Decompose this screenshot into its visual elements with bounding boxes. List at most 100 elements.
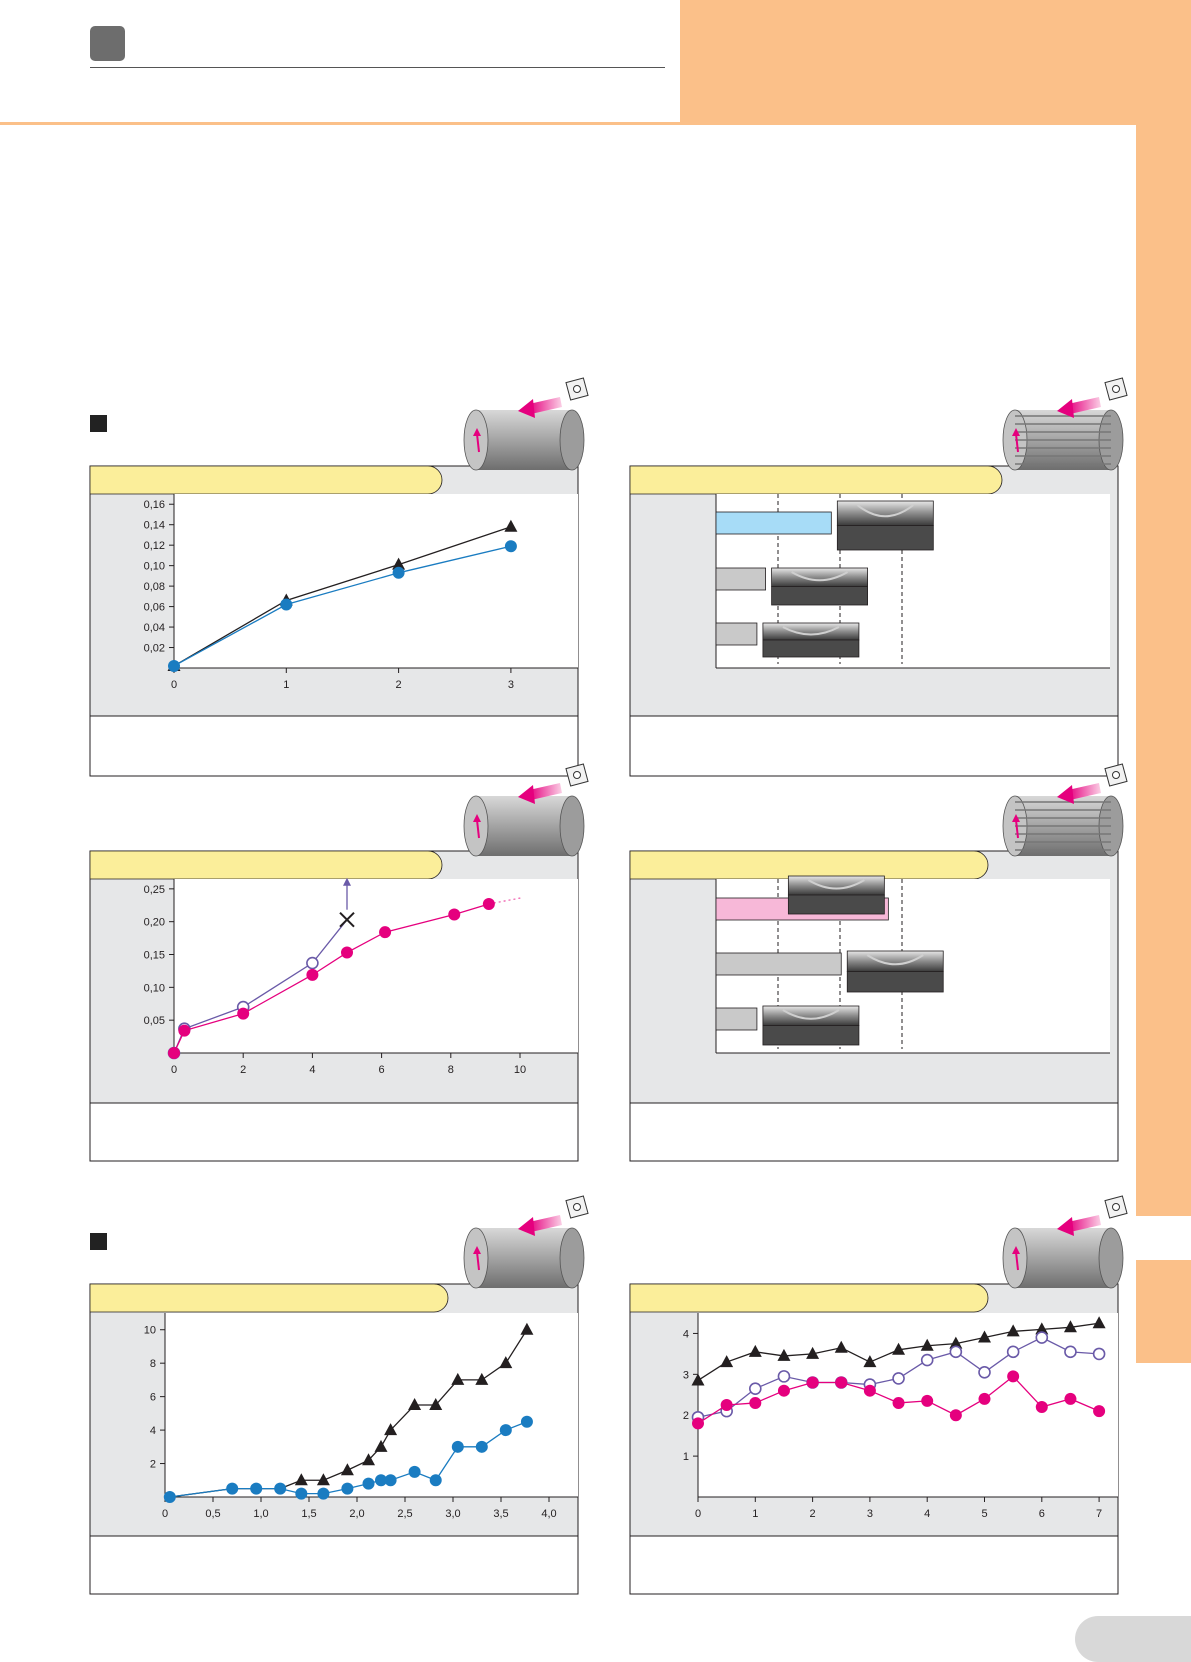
- workpiece-cylinder-icon: [1002, 1195, 1128, 1289]
- page-number-pill: [1075, 1616, 1191, 1662]
- rotation-arrowhead-icon: [1012, 428, 1020, 436]
- cylinder-face: [463, 1227, 489, 1289]
- insert-hole-icon: [1112, 771, 1120, 779]
- title-band: [629, 465, 1003, 495]
- side-chapter-tab: [1136, 1260, 1191, 1363]
- x-tick-label: 1,0: [253, 1508, 268, 1520]
- data-point-circle: [499, 1424, 512, 1437]
- data-point-circle: [250, 1482, 263, 1495]
- data-point-triangle: [294, 1473, 308, 1486]
- cylinder-body: [476, 796, 572, 856]
- data-point-open-circle: [1064, 1345, 1077, 1359]
- line-chart: 0,05 0,10 0,15 0,20 0,25 0 2 4 6 8 10: [144, 877, 578, 1076]
- y-tick-label: 0,20: [144, 917, 165, 929]
- data-point-circle: [341, 946, 353, 959]
- feed-arrowhead-icon: [518, 1217, 535, 1236]
- data-point-circle: [178, 1024, 191, 1037]
- cylinder-end: [559, 795, 585, 857]
- x-tick-label: 2,0: [349, 1508, 364, 1520]
- data-point-circle: [1035, 1401, 1048, 1414]
- insert-photo-bottom: [762, 1025, 860, 1046]
- data-series: [168, 540, 517, 672]
- insert-photo-top: [787, 875, 885, 896]
- feed-arrow-icon: [1068, 1215, 1101, 1232]
- x-tick-label: 0: [171, 1064, 177, 1076]
- data-point-circle: [168, 659, 180, 672]
- insert-edge: [782, 1009, 840, 1020]
- header-square-icon: [90, 26, 125, 61]
- cylinder-body: [476, 410, 572, 470]
- data-point-circle: [379, 926, 392, 939]
- data-point-triangle: [892, 1342, 906, 1355]
- data-point-open-circle: [949, 1345, 963, 1359]
- title-band: [89, 1283, 449, 1313]
- y-tick-label: 3: [683, 1369, 689, 1381]
- y-tick-label: 4: [683, 1328, 689, 1340]
- y-tick-label: 0,12: [144, 540, 165, 552]
- wear-photo: [846, 950, 944, 993]
- feed-arrow-icon: [529, 1215, 562, 1232]
- bar: [715, 511, 832, 535]
- x-tick-label: 4: [924, 1508, 930, 1520]
- insert-photo-top: [762, 622, 860, 641]
- data-point-circle: [448, 908, 461, 921]
- data-point-open-circle: [892, 1372, 905, 1385]
- series-line: [173, 903, 490, 1054]
- insert-hole-icon: [573, 771, 581, 779]
- insert-photo-bottom: [762, 639, 860, 658]
- data-point-circle: [1064, 1392, 1077, 1405]
- data-point-triangle: [748, 1344, 762, 1357]
- y-tick-label: 0,25: [144, 884, 165, 896]
- x-tick-label: 2: [396, 679, 402, 691]
- data-point-circle: [1007, 1370, 1020, 1383]
- wear-photo: [762, 622, 860, 658]
- data-point-circle: [806, 1376, 819, 1389]
- feed-arrow-icon: [529, 397, 562, 414]
- title-band: [89, 465, 443, 495]
- x-tick-label: 6: [1039, 1508, 1045, 1520]
- data-point-triangle: [408, 1398, 422, 1410]
- feed-arrowhead-icon: [1057, 399, 1074, 418]
- section-square-icon: [90, 1233, 107, 1250]
- data-point-circle: [720, 1399, 733, 1411]
- y-tick-label: 10: [144, 1325, 156, 1337]
- x-tick-label: 2: [810, 1508, 816, 1520]
- y-tick-label: 0,16: [144, 499, 165, 511]
- workpiece-cylinder-icon: [463, 1195, 589, 1289]
- data-point-open-circle: [978, 1365, 991, 1379]
- feed-arrowhead-icon: [1057, 1217, 1074, 1236]
- y-tick-label: 1: [683, 1451, 689, 1463]
- bar-chart: [715, 494, 1110, 669]
- rotation-icon: [476, 433, 480, 453]
- data-point-circle: [317, 1487, 330, 1500]
- data-point-triangle: [1063, 1320, 1077, 1333]
- y-tick-label: 2: [683, 1410, 689, 1422]
- feed-arrowhead-icon: [518, 785, 535, 804]
- data-point-triangle: [1006, 1324, 1020, 1337]
- plot-area: [174, 879, 578, 1053]
- bar-chart: [715, 875, 1110, 1054]
- insert-hole-icon: [1112, 385, 1120, 393]
- rotation-icon: [476, 1251, 480, 1271]
- data-point-circle: [237, 1007, 250, 1020]
- feed-arrow-icon: [1068, 397, 1101, 414]
- y-tick-label: 0,15: [144, 950, 165, 962]
- x-tick-label: 6: [379, 1064, 385, 1076]
- cylinder-face: [463, 409, 489, 471]
- data-point-circle: [482, 897, 495, 910]
- rotation-icon: [1015, 819, 1019, 839]
- data-series: [163, 1415, 533, 1503]
- workpiece-cylinder-icon: [463, 763, 589, 857]
- rotation-icon: [1015, 1251, 1019, 1271]
- caption-box: [90, 716, 578, 776]
- data-series: [168, 897, 521, 1059]
- data-point-circle: [306, 968, 319, 981]
- data-point-circle: [863, 1384, 876, 1397]
- data-point-triangle: [949, 1336, 963, 1349]
- data-point-circle: [520, 1415, 533, 1428]
- plot-area: [174, 494, 578, 668]
- insert-photo-bottom: [787, 894, 885, 915]
- insert-photo-top: [762, 1005, 860, 1026]
- data-point-circle: [392, 566, 405, 579]
